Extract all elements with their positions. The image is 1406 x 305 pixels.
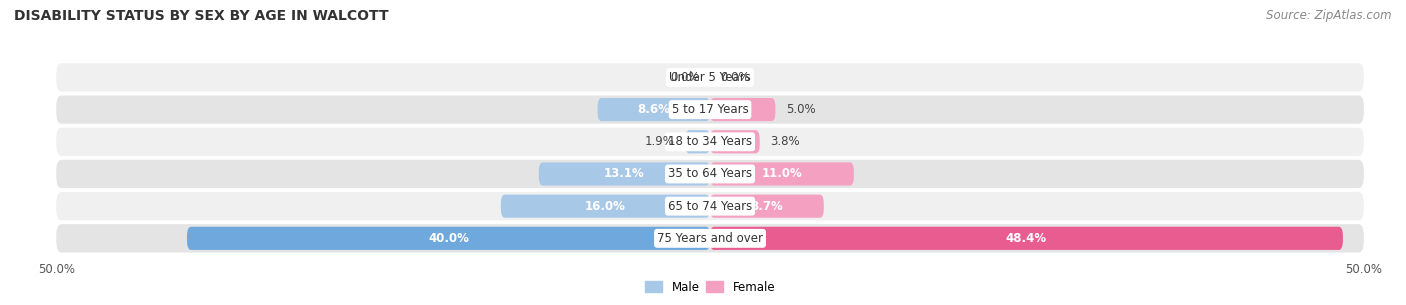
Text: 48.4%: 48.4% [1005,232,1047,245]
Text: 75 Years and over: 75 Years and over [657,232,763,245]
Text: Source: ZipAtlas.com: Source: ZipAtlas.com [1267,9,1392,22]
Text: 3.8%: 3.8% [770,135,800,148]
FancyBboxPatch shape [710,227,1343,250]
FancyBboxPatch shape [56,160,1364,188]
Text: 5 to 17 Years: 5 to 17 Years [672,103,748,116]
Text: 35 to 64 Years: 35 to 64 Years [668,167,752,181]
FancyBboxPatch shape [598,98,710,121]
FancyBboxPatch shape [187,227,710,250]
FancyBboxPatch shape [56,95,1364,124]
FancyBboxPatch shape [56,127,1364,156]
FancyBboxPatch shape [710,162,853,185]
FancyBboxPatch shape [710,98,776,121]
Text: 13.1%: 13.1% [605,167,645,181]
Text: 65 to 74 Years: 65 to 74 Years [668,200,752,213]
FancyBboxPatch shape [56,192,1364,220]
FancyBboxPatch shape [501,195,710,218]
Text: Under 5 Years: Under 5 Years [669,71,751,84]
FancyBboxPatch shape [685,130,710,153]
FancyBboxPatch shape [56,63,1364,92]
Text: 18 to 34 Years: 18 to 34 Years [668,135,752,148]
FancyBboxPatch shape [538,162,710,185]
Legend: Male, Female: Male, Female [640,276,780,298]
FancyBboxPatch shape [710,195,824,218]
Text: 0.0%: 0.0% [669,71,700,84]
Text: 0.0%: 0.0% [720,71,751,84]
Text: 8.7%: 8.7% [751,200,783,213]
FancyBboxPatch shape [56,224,1364,253]
Text: 5.0%: 5.0% [786,103,815,116]
Text: 1.9%: 1.9% [645,135,675,148]
Text: 16.0%: 16.0% [585,200,626,213]
FancyBboxPatch shape [710,130,759,153]
Text: 40.0%: 40.0% [427,232,470,245]
Text: 11.0%: 11.0% [762,167,803,181]
Text: 8.6%: 8.6% [637,103,671,116]
Text: DISABILITY STATUS BY SEX BY AGE IN WALCOTT: DISABILITY STATUS BY SEX BY AGE IN WALCO… [14,9,388,23]
